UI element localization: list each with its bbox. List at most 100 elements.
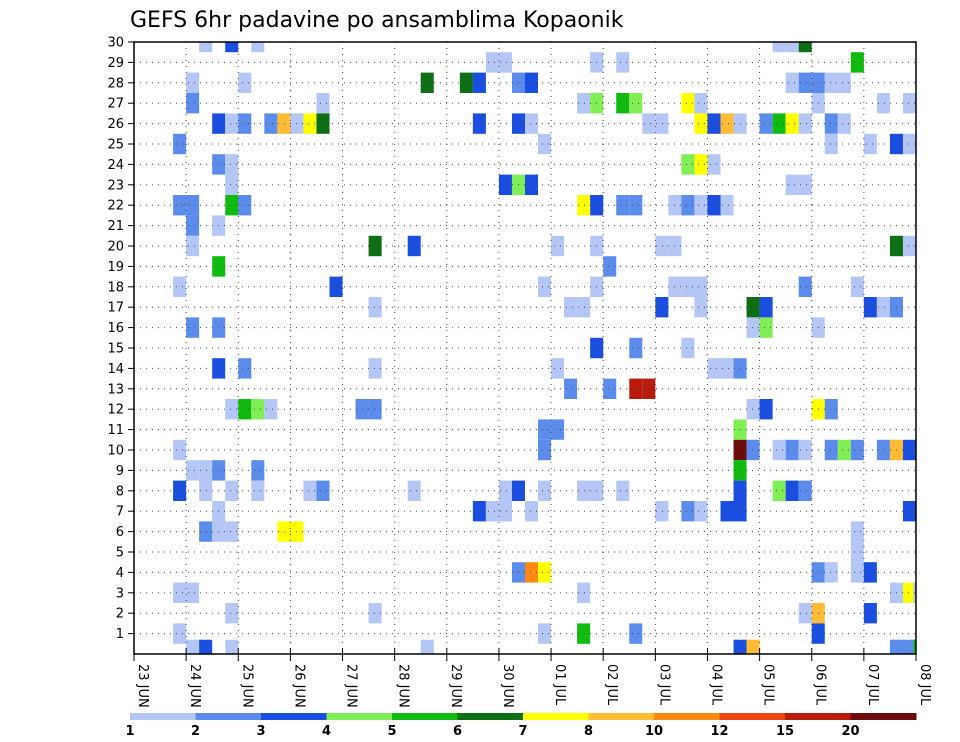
- cell-122: [759, 317, 773, 338]
- legend-label-10: 10: [645, 724, 663, 739]
- cell-30: [694, 93, 708, 114]
- cell-9: [616, 52, 630, 73]
- y-tick-label-24: 24: [107, 158, 124, 173]
- cell-22: [837, 72, 851, 93]
- cell-78: [577, 195, 591, 216]
- cell-135: [603, 378, 617, 399]
- y-tick-label-12: 12: [107, 403, 124, 418]
- cell-94: [655, 235, 669, 257]
- cell-128: [238, 358, 252, 379]
- cell-228: [199, 639, 213, 654]
- cell-233: [889, 639, 903, 654]
- cell-141: [264, 399, 278, 420]
- cell-157: [798, 439, 812, 461]
- legend-label-6: 6: [453, 724, 462, 739]
- legend-label-7: 7: [518, 724, 527, 739]
- legend-label-8: 8: [584, 724, 593, 739]
- cell-221: [863, 603, 877, 624]
- cell-159: [837, 439, 851, 461]
- x-tick-label-9: 02 JUL: [604, 664, 619, 706]
- cell-209: [850, 562, 864, 583]
- y-tick-label-20: 20: [107, 240, 124, 255]
- cell-188: [485, 501, 499, 522]
- cell-199: [225, 521, 239, 542]
- legend-swatch-3: [261, 713, 327, 720]
- y-tick-label-27: 27: [107, 97, 124, 112]
- cell-24: [316, 93, 330, 114]
- cell-27: [616, 93, 630, 114]
- cell-65: [681, 154, 695, 175]
- cell-41: [316, 113, 330, 134]
- cell-210: [863, 562, 877, 583]
- legend-swatch-1: [130, 713, 196, 720]
- cell-179: [577, 480, 591, 501]
- legend-label-15: 15: [776, 724, 794, 739]
- cell-74: [173, 195, 187, 216]
- cell-77: [238, 195, 252, 216]
- cell-170: [199, 480, 213, 501]
- x-tick-label-13: 06 JUL: [813, 664, 828, 706]
- cell-167: [251, 460, 265, 481]
- y-tick-label-15: 15: [107, 342, 124, 357]
- y-tick-label-29: 29: [107, 56, 124, 71]
- legend-swatch-7: [523, 713, 589, 720]
- cell-11: [186, 72, 200, 93]
- cell-143: [368, 399, 382, 420]
- cell-87: [186, 215, 200, 236]
- cell-109: [368, 297, 382, 318]
- cell-112: [655, 297, 669, 318]
- cell-205: [525, 562, 539, 583]
- legend-swatch-12: [850, 713, 917, 720]
- cell-231: [733, 639, 747, 654]
- y-tick-label-23: 23: [107, 178, 124, 193]
- cell-36: [238, 113, 252, 134]
- y-tick-label-9: 9: [116, 464, 124, 479]
- cell-200: [277, 521, 291, 542]
- cell-12: [238, 72, 252, 93]
- cell-91: [407, 235, 421, 257]
- cell-164: [186, 460, 200, 481]
- legend-swatch-11: [785, 713, 851, 720]
- cell-115: [759, 297, 773, 318]
- cell-176: [498, 480, 512, 501]
- cell-4: [785, 42, 799, 53]
- cell-76: [225, 195, 239, 216]
- legend-swatch-6: [457, 713, 524, 720]
- legend-label-1: 1: [125, 724, 134, 739]
- cell-137: [642, 378, 656, 399]
- cell-89: [186, 235, 200, 257]
- cell-18: [785, 72, 799, 93]
- y-tick-label-17: 17: [107, 301, 124, 316]
- cell-101: [329, 276, 343, 297]
- cell-212: [186, 582, 200, 603]
- cell-80: [616, 195, 630, 216]
- cell-223: [538, 623, 552, 644]
- cell-196: [902, 501, 916, 522]
- cell-139: [238, 399, 252, 420]
- x-tick-label-6: 29 JUN: [448, 664, 463, 708]
- cell-40: [303, 113, 317, 134]
- y-tick-label-19: 19: [107, 260, 124, 275]
- legend-swatch-8: [588, 713, 655, 720]
- x-tick-label-14: 07 JUL: [865, 664, 880, 706]
- y-tick-label-8: 8: [116, 484, 124, 499]
- x-tick-label-12: 05 JUL: [761, 664, 776, 706]
- cell-71: [525, 174, 539, 195]
- y-tick-label-18: 18: [107, 280, 124, 295]
- cell-10: [850, 52, 864, 73]
- cell-175: [407, 480, 421, 501]
- cell-107: [798, 276, 812, 297]
- cell-232: [746, 639, 760, 654]
- x-tick-label-11: 04 JUL: [708, 664, 723, 706]
- x-tick-label-10: 03 JUL: [656, 664, 671, 706]
- cell-222: [173, 623, 187, 644]
- y-tick-label-14: 14: [107, 362, 124, 377]
- y-tick-label-22: 22: [107, 199, 124, 214]
- legend-label-4: 4: [322, 724, 331, 739]
- cell-193: [694, 501, 708, 522]
- cell-230: [420, 639, 434, 654]
- cell-7: [498, 52, 512, 73]
- cell-161: [876, 439, 890, 461]
- cell-73: [798, 174, 812, 195]
